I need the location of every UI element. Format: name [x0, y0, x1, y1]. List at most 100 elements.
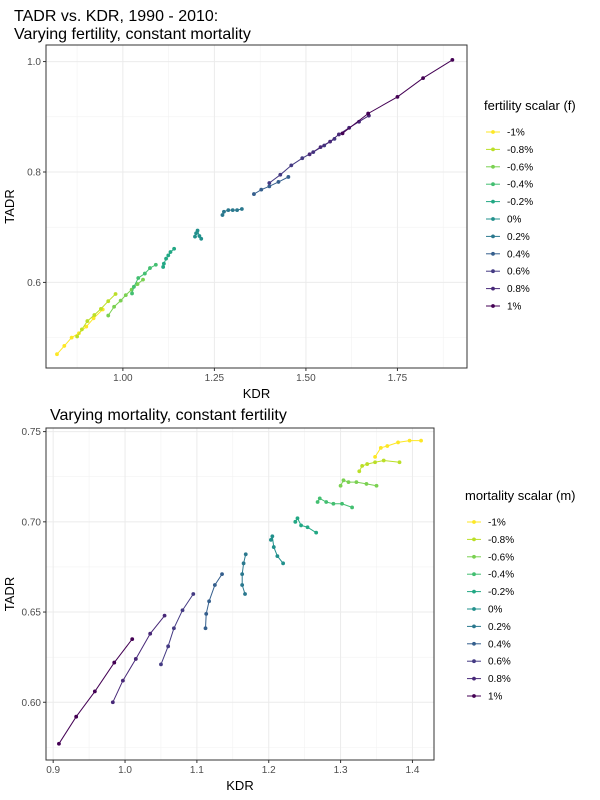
- chart1-legend-key-point: [491, 182, 495, 187]
- chart2-x-tick-label: 1.3: [334, 765, 348, 776]
- chart2-legend-key-point: [472, 554, 476, 559]
- chart1-data-point: [106, 299, 111, 304]
- chart2-legend-key-point: [472, 641, 476, 646]
- chart1-data-point: [166, 253, 171, 258]
- chart1-x-axis-label: KDR: [243, 386, 270, 400]
- chart2-series-line: [294, 517, 317, 534]
- chart2-data-point: [314, 530, 319, 535]
- chart2-data-point: [281, 561, 286, 566]
- chart1-data-point: [161, 265, 166, 269]
- chart1-data-point: [79, 327, 84, 332]
- chart2-data-point: [207, 599, 212, 604]
- chart1-data-point: [142, 271, 147, 276]
- chart1-data-point: [220, 213, 225, 217]
- chart1-data-point: [135, 282, 140, 286]
- chart1-data-point: [267, 184, 272, 189]
- chart1-data-point: [130, 291, 134, 296]
- chart2-title: Varying mortality, constant fertility: [50, 407, 287, 424]
- chart2-legend-label: -0.4%: [488, 570, 514, 581]
- chart2-data-point: [203, 626, 208, 631]
- chart2-data-point: [270, 534, 275, 539]
- chart1-data-point: [136, 276, 141, 280]
- chart1-y-tick-label: 0.6: [27, 278, 41, 289]
- chart1-data-point: [259, 187, 264, 192]
- chart2-data-point: [317, 496, 322, 501]
- chart2-data-point: [373, 454, 377, 459]
- chart2-data-point: [350, 505, 354, 510]
- chart1-data-point: [153, 262, 158, 267]
- chart1-data-point: [239, 207, 244, 211]
- chart1-legend-key-point: [491, 234, 495, 239]
- chart2-legend-key-point: [472, 537, 476, 542]
- chart2-series-line: [160, 593, 194, 665]
- chart1-legend-label: -0.8%: [507, 145, 533, 156]
- chart1-data-point: [235, 208, 239, 212]
- chart2-legend-label: 0.6%: [488, 657, 511, 668]
- chart2-data-point: [354, 480, 359, 485]
- chart2-data-point: [243, 592, 247, 596]
- chart1-legend-key-point: [491, 164, 495, 169]
- chart2-y-tick-label: 0.75: [22, 427, 42, 438]
- chart1-data-point: [197, 234, 202, 238]
- chart1-x-tick-label: 1.50: [296, 373, 316, 384]
- chart1-legend-label: 0.8%: [507, 284, 530, 295]
- chart2-data-point: [340, 501, 344, 506]
- chart2-data-point: [241, 561, 246, 566]
- chart2-data-point: [243, 552, 248, 557]
- chart2-legend-key-point: [472, 520, 476, 524]
- chart2-data-point: [381, 458, 386, 463]
- chart1-data-point: [450, 58, 455, 62]
- chart1-data-point: [161, 261, 166, 266]
- chart1-data-point: [69, 335, 74, 340]
- chart2-legend-key-point: [472, 607, 476, 611]
- chart1-data-point: [230, 208, 235, 212]
- chart2-panel-border: [45, 427, 435, 761]
- chart2-y-tick-label: 0.60: [22, 698, 42, 709]
- chart2-legend-key-point: [472, 659, 476, 664]
- chart2-data-point: [365, 462, 370, 466]
- fertility-chart: 1.00 1.25 1.50 1.75 0.6 0.8 1.0 KDR TADR fertilit…: [2, 44, 576, 400]
- chart2-data-point: [374, 483, 379, 488]
- chart2-legend-label: 0.2%: [488, 622, 511, 633]
- chart1-legend-label: 0.2%: [507, 232, 530, 243]
- chart2-legend-label: -0.6%: [488, 552, 514, 563]
- chart1-legend-label: -1%: [507, 128, 525, 139]
- chart1-y-tick-label: 0.8: [27, 167, 41, 178]
- chart1-data-point: [141, 277, 145, 282]
- chart2-data-point: [419, 438, 423, 443]
- chart1-legend-label: 0.6%: [507, 267, 530, 278]
- chart1-data-point: [172, 246, 177, 251]
- chart2-legend-label: 0.8%: [488, 674, 511, 685]
- chart1-data-point: [106, 313, 111, 318]
- chart2-data-point: [305, 525, 310, 530]
- chart1-data-point: [267, 181, 272, 185]
- chart2-data-point: [331, 501, 336, 506]
- chart2-x-axis-label: KDR: [226, 778, 253, 793]
- chart2-data-point: [357, 469, 362, 474]
- chart2-data-point: [346, 480, 351, 485]
- chart1-series-line: [253, 176, 289, 195]
- chart2-legend-label: 1%: [488, 692, 503, 703]
- chart1-data-point: [276, 180, 281, 184]
- chart1-data-point: [336, 132, 341, 137]
- chart1-data-point: [148, 266, 152, 270]
- chart2-legend-label: -1%: [488, 518, 506, 529]
- chart2-data-point: [148, 631, 153, 636]
- chart2-legend-label: 0.4%: [488, 639, 511, 650]
- chart1-data-point: [195, 228, 200, 233]
- chart1-data-point: [307, 152, 312, 157]
- chart2-x-tick-label: 0.9: [46, 765, 60, 776]
- chart2-legend-label: -0.8%: [488, 535, 514, 546]
- chart2-series-line: [358, 459, 400, 472]
- chart2-y-tick-label: 0.70: [22, 517, 42, 528]
- chart2-x-tick-label: 1.1: [190, 765, 204, 776]
- chart1-data-point: [91, 316, 96, 321]
- chart1-data-point: [92, 313, 97, 317]
- chart2-series-line: [112, 615, 165, 703]
- chart2-data-point: [364, 482, 369, 486]
- chart1-data-point: [286, 175, 291, 179]
- chart2-data-point: [204, 611, 209, 616]
- chart2-data-point: [299, 523, 303, 528]
- chart2-legend-key-point: [472, 624, 476, 629]
- chart2-data-point: [112, 660, 117, 665]
